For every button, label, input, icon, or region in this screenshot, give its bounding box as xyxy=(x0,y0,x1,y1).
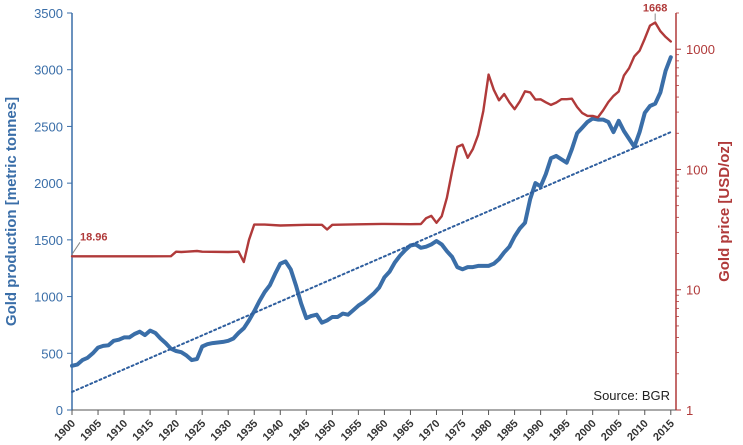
x-axis-tick-label: 2015 xyxy=(651,418,677,444)
left-axis-tick-label: 2000 xyxy=(34,176,63,191)
x-axis-tick-label: 2000 xyxy=(573,418,599,444)
x-axis-tick-label: 1955 xyxy=(339,418,365,444)
x-axis-tick-label: 1905 xyxy=(78,418,104,444)
right-axis-tick-label: 100 xyxy=(686,162,708,177)
x-axis-tick-label: 1900 xyxy=(52,418,78,444)
right-axis-tick-label: 1 xyxy=(686,403,693,418)
x-axis-tick-label: 1950 xyxy=(313,418,339,444)
right-axis-title: Gold price [USD/oz] xyxy=(716,141,733,282)
x-axis-tick-label: 1920 xyxy=(156,418,182,444)
annotations-layer: 18.96 1668 xyxy=(71,2,667,255)
left-axis-tick-label: 1000 xyxy=(34,290,63,305)
x-axis-tick-label: 2005 xyxy=(599,418,625,444)
production-line xyxy=(70,55,673,368)
x-axis-tick-label: 1985 xyxy=(495,418,521,444)
left-axis-tick-label: 1500 xyxy=(34,233,63,248)
price-annotation: 1668 xyxy=(643,2,667,14)
x-axis-tick-label: 1945 xyxy=(287,418,313,444)
x-axis-tick-label: 1910 xyxy=(104,418,130,444)
x-axis-tick-label: 1960 xyxy=(365,418,391,444)
x-axis-tick-label: 1975 xyxy=(443,418,469,444)
x-axis-tick-label: 1970 xyxy=(417,418,443,444)
left-axis-tick-label: 0 xyxy=(56,403,63,418)
left-axis-tick-label: 3000 xyxy=(34,63,63,78)
price-annotation: 18.96 xyxy=(80,231,108,243)
left-axis-tick-label: 3500 xyxy=(34,6,63,21)
x-axis-tick-label: 1935 xyxy=(235,418,261,444)
x-axis-tick-label: 1995 xyxy=(547,418,573,444)
x-axis-tick-label: 1925 xyxy=(182,418,208,444)
trend-line xyxy=(71,131,672,393)
left-axis-tick-label: 2500 xyxy=(34,119,63,134)
x-axis-tick-label: 2010 xyxy=(625,418,651,444)
left-axis-tick-label: 500 xyxy=(41,346,63,361)
annotation-leader xyxy=(71,242,81,255)
series-layer xyxy=(70,21,673,393)
x-axis-tick-label: 1915 xyxy=(130,418,156,444)
price-line xyxy=(70,21,672,264)
left-axis-title: Gold production [metric tonnes] xyxy=(3,97,20,326)
x-axis-tick-label: 1930 xyxy=(209,418,235,444)
x-axis-tick-label: 1980 xyxy=(469,418,495,444)
right-axis-tick-label: 1000 xyxy=(686,42,715,57)
x-axis-tick-label: 1965 xyxy=(391,418,417,444)
x-axis-tick-label: 1990 xyxy=(521,418,547,444)
x-axis-tick-label: 1940 xyxy=(261,418,287,444)
right-axis-tick-label: 10 xyxy=(686,283,700,298)
source-label: Source: BGR xyxy=(593,388,670,403)
